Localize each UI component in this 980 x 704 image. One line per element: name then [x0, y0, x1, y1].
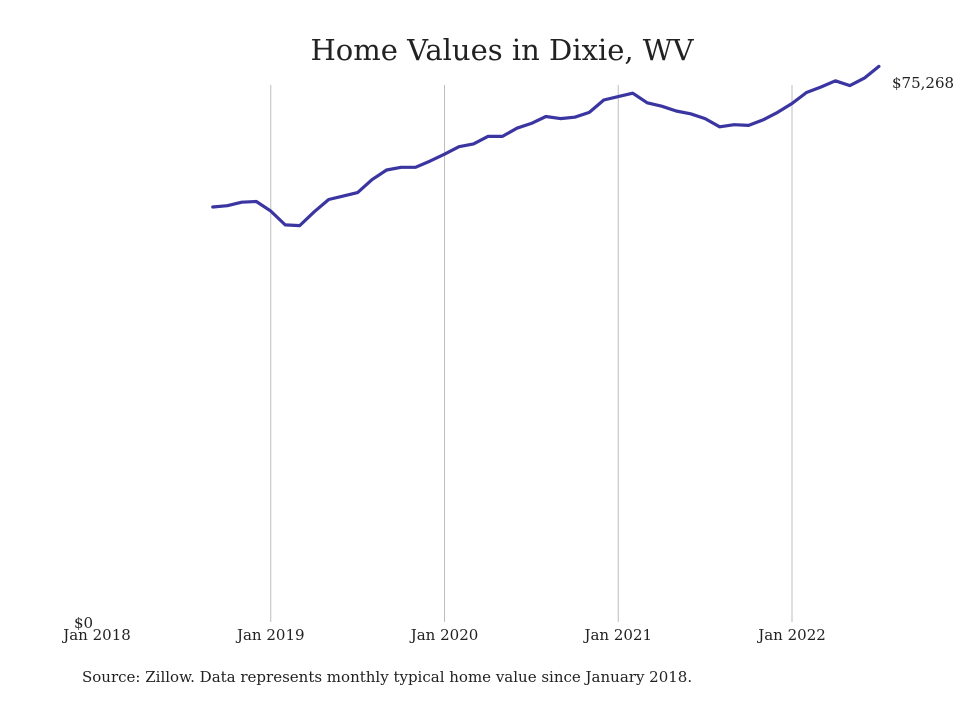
series-line-home-value	[211, 64, 881, 228]
chart-title: Home Values in Dixie, WV	[310, 33, 694, 67]
source-note: Source: Zillow. Data represents monthly …	[82, 668, 692, 686]
y-axis-zero-label: $0	[74, 614, 93, 632]
x-tick-label: Jan 2022	[756, 626, 826, 644]
x-tick-label: Jan 2018	[61, 626, 131, 644]
x-tick-label: Jan 2021	[582, 626, 652, 644]
x-axis-ticks: Jan 2018 Jan 2019 Jan 2020 Jan 2021 Jan 2022	[61, 626, 826, 644]
x-tick-label: Jan 2020	[409, 626, 479, 644]
x-tick-label: Jan 2019	[235, 626, 305, 644]
end-value-label: $75,268	[892, 74, 954, 92]
gridlines	[270, 85, 793, 622]
